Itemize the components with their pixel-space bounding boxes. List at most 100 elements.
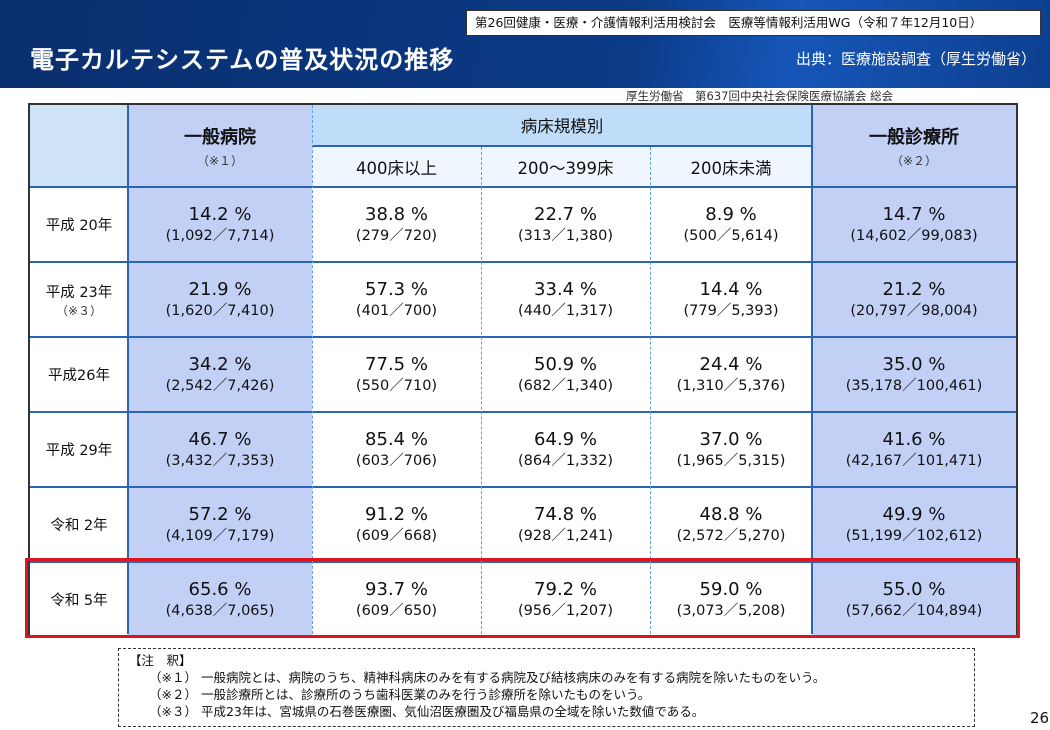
table-cell: 46.7 % (3,432／7,353): [128, 413, 312, 486]
percent-value: 14.4 %: [699, 278, 763, 300]
table-cell: 14.7 % (14,602／99,083): [812, 188, 1016, 261]
percent-value: 55.0 %: [882, 578, 946, 600]
count-ratio: (440／1,317): [517, 302, 613, 319]
percent-value: 77.5 %: [365, 353, 428, 375]
table-cell: 38.8 % (279／720): [312, 188, 481, 261]
notes-heading: 【注 釈】: [129, 653, 192, 668]
source-label: 出典：医療施設調査（厚生労働省）: [795, 50, 1036, 68]
percent-value: 14.2 %: [188, 203, 252, 225]
page-number: 26: [1030, 709, 1050, 727]
count-ratio: (956／1,207): [517, 602, 613, 619]
count-ratio: (779／5,393): [683, 302, 779, 319]
header-label: 400床以上: [356, 158, 437, 178]
percent-value: 38.8 %: [365, 203, 428, 225]
table-cell: 79.2 % (956／1,207): [481, 563, 650, 636]
percent-value: 34.2 %: [188, 353, 252, 375]
row-divider: [30, 486, 1016, 488]
row-divider: [30, 411, 1016, 413]
percent-value: 50.9 %: [534, 353, 597, 375]
count-ratio: (57,662／104,894): [845, 602, 983, 619]
notes-box: 【注 釈】 （※１） 一般病院とは、病院のうち、精神科病床のみを有する病院及び結…: [118, 648, 975, 727]
percent-value: 49.9 %: [882, 503, 946, 525]
row-year: 平成26年: [30, 338, 128, 411]
row-year: 令和 5年: [30, 563, 128, 636]
header-label: 一般診療所: [869, 126, 959, 148]
percent-value: 57.2 %: [188, 503, 252, 525]
count-ratio: (4,109／7,179): [165, 527, 275, 544]
header-bed-size: 病床規模別: [312, 105, 812, 145]
table-cell: 14.2 % (1,092／7,714): [128, 188, 312, 261]
table-cell: 21.9 % (1,620／7,410): [128, 263, 312, 336]
table-cell: 49.9 % (51,199／102,612): [812, 488, 1016, 561]
table-cell: 59.0 % (3,073／5,208): [650, 563, 812, 636]
header-label: 病床規模別: [520, 117, 604, 136]
count-ratio: (3,073／5,208): [676, 602, 786, 619]
table-cell: 65.6 % (4,638／7,065): [128, 563, 312, 636]
header-corner: [30, 105, 128, 186]
row-divider: [30, 261, 1016, 263]
note-item: （※３） 平成23年は、宮城県の石巻医療圏、気仙沼医療圏及び福島県の全域を除いた…: [149, 704, 705, 719]
table-cell: 93.7 % (609／650): [312, 563, 481, 636]
count-ratio: (1,965／5,315): [676, 452, 786, 469]
percent-value: 33.4 %: [534, 278, 597, 300]
header-general-clinic: 一般診療所 （※２）: [812, 105, 1016, 186]
table-cell: 33.4 % (440／1,317): [481, 263, 650, 336]
percent-value: 64.9 %: [534, 428, 597, 450]
row-divider: [30, 561, 1016, 563]
row-divider: [30, 186, 1016, 188]
table-cell: 14.4 % (779／5,393): [650, 263, 812, 336]
column-divider: [811, 105, 813, 634]
row-year: 平成 23年 （※３）: [30, 263, 128, 336]
percent-value: 74.8 %: [534, 503, 597, 525]
table-cell: 21.2 % (20,797／98,004): [812, 263, 1016, 336]
percent-value: 22.7 %: [534, 203, 597, 225]
header-label: 200床未満: [690, 158, 772, 178]
count-ratio: (550／710): [355, 377, 438, 394]
year-label: 令和 5年: [50, 593, 108, 609]
year-label: 令和 2年: [50, 518, 108, 534]
table-cell: 50.9 % (682／1,340): [481, 338, 650, 411]
table-cell: 35.0 % (35,178／100,461): [812, 338, 1016, 411]
percent-value: 46.7 %: [188, 428, 252, 450]
header-400-plus: 400床以上: [312, 147, 481, 186]
count-ratio: (35,178／100,461): [845, 377, 983, 394]
row-year: 平成 20年: [30, 188, 128, 261]
percent-value: 57.3 %: [365, 278, 428, 300]
table-cell: 34.2 % (2,542／7,426): [128, 338, 312, 411]
count-ratio: (603／706): [355, 452, 438, 469]
percent-value: 24.4 %: [699, 353, 763, 375]
table-cell: 64.9 % (864／1,332): [481, 413, 650, 486]
table-cell: 37.0 % (1,965／5,315): [650, 413, 812, 486]
table-cell: 74.8 % (928／1,241): [481, 488, 650, 561]
count-ratio: (864／1,332): [517, 452, 613, 469]
count-ratio: (20,797／98,004): [850, 302, 978, 319]
header-label: 200～399床: [517, 158, 614, 178]
count-ratio: (4,638／7,065): [165, 602, 275, 619]
percent-value: 85.4 %: [365, 428, 428, 450]
count-ratio: (928／1,241): [517, 527, 613, 544]
count-ratio: (682／1,340): [517, 377, 613, 394]
row-year: 平成 29年: [30, 413, 128, 486]
header-note: （※２）: [890, 153, 938, 168]
count-ratio: (313／1,380): [517, 227, 613, 244]
count-ratio: (279／720): [355, 227, 438, 244]
count-ratio: (51,199／102,612): [845, 527, 983, 544]
note-item: （※１） 一般病院とは、病院のうち、精神科病床のみを有する病院及び結核病床のみを…: [149, 670, 826, 685]
table-cell: 91.2 % (609／668): [312, 488, 481, 561]
header-under-200: 200床未満: [650, 147, 812, 186]
table-cell: 85.4 % (603／706): [312, 413, 481, 486]
table-cell: 77.5 % (550／710): [312, 338, 481, 411]
percent-value: 41.6 %: [882, 428, 946, 450]
column-divider: [312, 105, 313, 634]
percent-value: 37.0 %: [699, 428, 763, 450]
percent-value: 48.8 %: [699, 503, 763, 525]
row-year: 令和 2年: [30, 488, 128, 561]
count-ratio: (14,602／99,083): [850, 227, 978, 244]
year-label: 平成 20年: [45, 218, 113, 234]
highlight-box: [25, 558, 1020, 638]
count-ratio: (1,310／5,376): [676, 377, 786, 394]
percent-value: 91.2 %: [365, 503, 428, 525]
table-cell: 8.9 % (500／5,614): [650, 188, 812, 261]
percent-value: 14.7 %: [882, 203, 946, 225]
header-general-hospital: 一般病院 （※１）: [128, 105, 312, 186]
